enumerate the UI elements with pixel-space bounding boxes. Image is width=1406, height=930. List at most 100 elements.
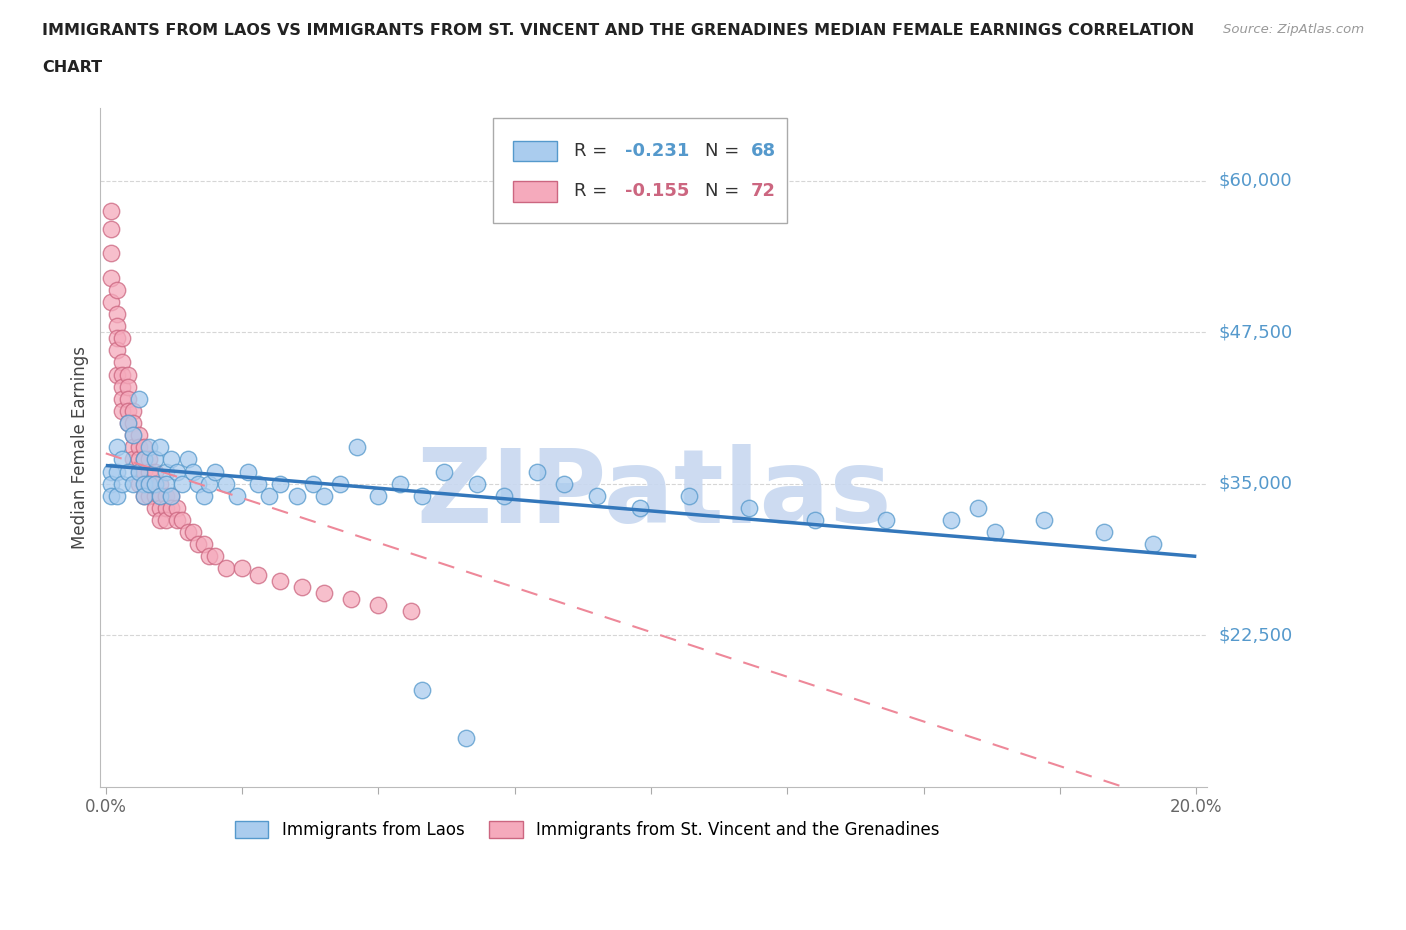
Point — [132, 488, 155, 503]
Point — [117, 416, 139, 431]
Text: R =: R = — [574, 141, 613, 160]
Point — [367, 597, 389, 612]
Point — [117, 464, 139, 479]
Point — [225, 488, 247, 503]
Point — [143, 476, 166, 491]
Point — [132, 488, 155, 503]
Point — [1142, 537, 1164, 551]
Point — [346, 440, 368, 455]
Point — [117, 379, 139, 394]
Point — [143, 476, 166, 491]
Point — [122, 404, 145, 418]
Point — [215, 476, 238, 491]
Text: CHART: CHART — [42, 60, 103, 75]
Point — [122, 416, 145, 431]
Point — [454, 731, 477, 746]
Point — [155, 500, 177, 515]
Point — [105, 283, 128, 298]
Point — [143, 488, 166, 503]
Point — [492, 488, 515, 503]
Point — [128, 464, 150, 479]
Point — [100, 295, 122, 310]
Point — [166, 512, 188, 527]
Point — [100, 204, 122, 219]
Point — [983, 525, 1005, 539]
Point — [269, 573, 291, 588]
Point — [138, 440, 160, 455]
Text: $35,000: $35,000 — [1219, 474, 1292, 493]
Y-axis label: Median Female Earnings: Median Female Earnings — [72, 346, 89, 549]
Point — [111, 476, 134, 491]
Point — [122, 476, 145, 491]
Point — [302, 476, 325, 491]
Point — [875, 512, 897, 527]
Point — [166, 464, 188, 479]
Point — [198, 476, 221, 491]
Text: N =: N = — [704, 182, 745, 201]
Point — [128, 452, 150, 467]
Text: IMMIGRANTS FROM LAOS VS IMMIGRANTS FROM ST. VINCENT AND THE GRENADINES MEDIAN FE: IMMIGRANTS FROM LAOS VS IMMIGRANTS FROM … — [42, 23, 1195, 38]
Point — [585, 488, 607, 503]
Point — [399, 604, 422, 618]
Point — [105, 464, 128, 479]
Point — [122, 452, 145, 467]
FancyBboxPatch shape — [513, 140, 558, 161]
Point — [312, 585, 335, 600]
Point — [149, 440, 172, 455]
Point — [111, 392, 134, 406]
Point — [100, 476, 122, 491]
Point — [111, 379, 134, 394]
Point — [143, 500, 166, 515]
Point — [181, 525, 204, 539]
Point — [143, 452, 166, 467]
Point — [465, 476, 488, 491]
Point — [204, 464, 226, 479]
Point — [367, 488, 389, 503]
Point — [117, 404, 139, 418]
Point — [100, 246, 122, 260]
Point — [160, 488, 183, 503]
Point — [105, 307, 128, 322]
Point — [117, 367, 139, 382]
Point — [111, 404, 134, 418]
Point — [138, 476, 160, 491]
Point — [149, 476, 172, 491]
Text: $60,000: $60,000 — [1219, 172, 1292, 190]
Point — [247, 567, 270, 582]
Point — [155, 512, 177, 527]
Point — [215, 561, 238, 576]
Point — [122, 428, 145, 443]
Point — [193, 537, 215, 551]
Point — [628, 500, 651, 515]
Point — [176, 452, 198, 467]
Point — [187, 537, 209, 551]
Legend: Immigrants from Laos, Immigrants from St. Vincent and the Grenadines: Immigrants from Laos, Immigrants from St… — [228, 815, 946, 846]
Point — [247, 476, 270, 491]
Point — [100, 464, 122, 479]
Point — [389, 476, 412, 491]
Point — [128, 428, 150, 443]
Point — [138, 452, 160, 467]
Point — [1092, 525, 1115, 539]
Point — [166, 500, 188, 515]
Point — [803, 512, 825, 527]
Point — [132, 464, 155, 479]
Point — [143, 464, 166, 479]
Point — [149, 488, 172, 503]
Point — [128, 476, 150, 491]
Point — [132, 476, 155, 491]
Point — [122, 428, 145, 443]
Point — [149, 512, 172, 527]
Text: $47,500: $47,500 — [1219, 324, 1292, 341]
Point — [193, 488, 215, 503]
Point — [149, 500, 172, 515]
Point — [155, 488, 177, 503]
Point — [128, 464, 150, 479]
Point — [204, 549, 226, 564]
Point — [132, 452, 155, 467]
Point — [105, 331, 128, 346]
Point — [132, 476, 155, 491]
Point — [105, 488, 128, 503]
Point — [285, 488, 308, 503]
Text: Source: ZipAtlas.com: Source: ZipAtlas.com — [1223, 23, 1364, 36]
